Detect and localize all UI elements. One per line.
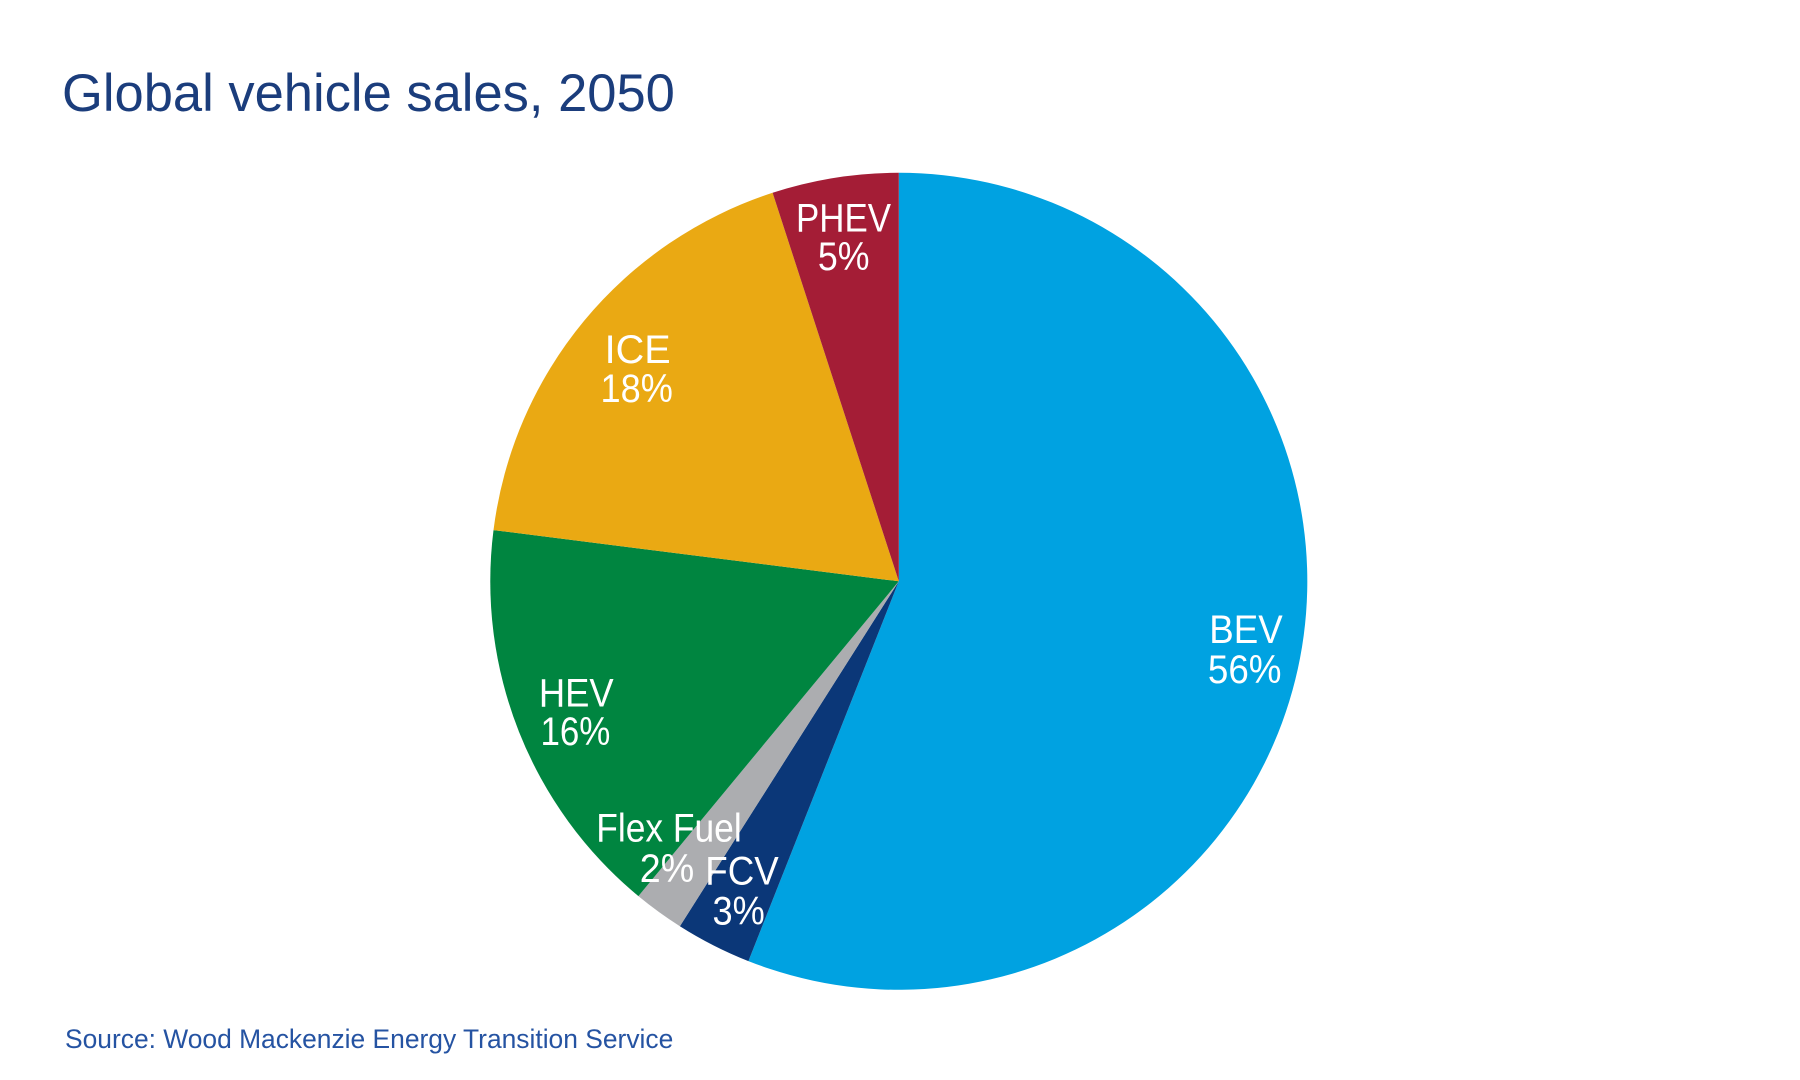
svg-text:FCV: FCV [705, 849, 779, 893]
svg-text:PHEV: PHEV [796, 197, 892, 241]
svg-text:BEV: BEV [1209, 608, 1283, 652]
svg-text:3%: 3% [713, 889, 765, 933]
svg-text:18%: 18% [601, 367, 673, 411]
svg-text:5%: 5% [818, 235, 870, 279]
svg-text:56%: 56% [1208, 648, 1282, 692]
svg-text:2%: 2% [640, 847, 694, 891]
svg-text:Flex Fuel: Flex Fuel [596, 806, 741, 850]
svg-text:HEV: HEV [539, 671, 614, 715]
svg-text:ICE: ICE [605, 328, 671, 372]
svg-text:16%: 16% [540, 710, 610, 754]
